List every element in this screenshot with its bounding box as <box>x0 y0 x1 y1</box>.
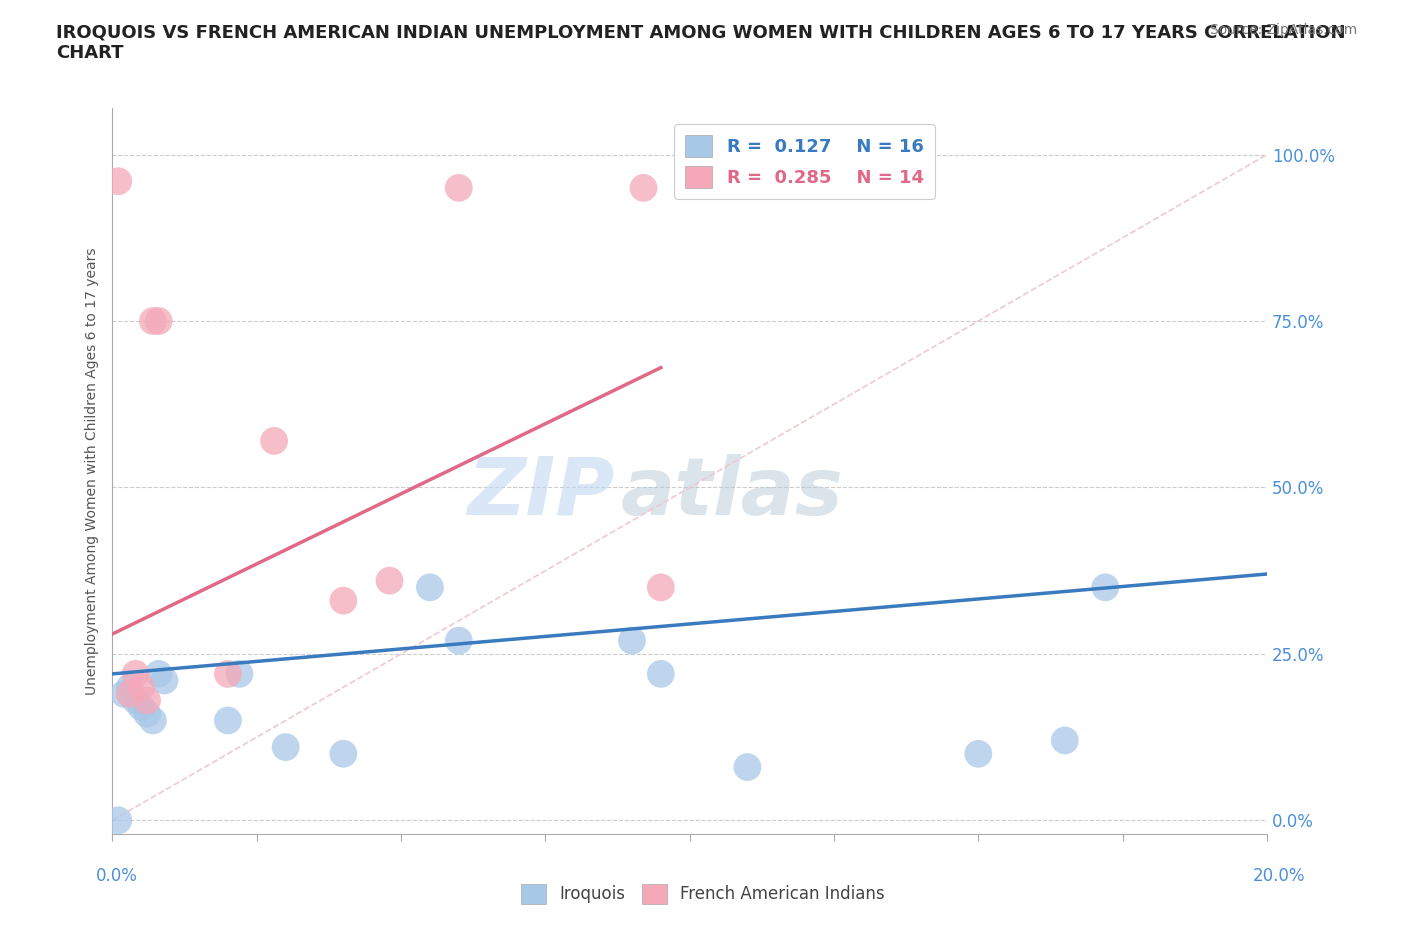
Point <box>118 686 141 701</box>
Point <box>1094 580 1116 595</box>
Point <box>112 686 135 701</box>
Text: ZIP: ZIP <box>467 454 614 532</box>
Point <box>118 680 141 695</box>
Point <box>217 713 239 728</box>
Point <box>228 667 250 682</box>
Point <box>107 813 129 828</box>
Point <box>124 693 146 708</box>
Text: atlas: atlas <box>620 454 844 532</box>
Point <box>142 713 165 728</box>
Point <box>131 680 153 695</box>
Point <box>650 580 672 595</box>
Point <box>148 667 170 682</box>
Y-axis label: Unemployment Among Women with Children Ages 6 to 17 years: Unemployment Among Women with Children A… <box>86 247 100 695</box>
Text: Source: ZipAtlas.com: Source: ZipAtlas.com <box>1209 23 1357 37</box>
Text: 20.0%: 20.0% <box>1253 867 1305 885</box>
Point <box>447 180 470 195</box>
Point <box>378 573 401 588</box>
Point <box>620 633 643 648</box>
Text: 0.0%: 0.0% <box>96 867 138 885</box>
Point <box>274 739 297 754</box>
Legend: R =  0.127    N = 16, R =  0.285    N = 14: R = 0.127 N = 16, R = 0.285 N = 14 <box>675 125 935 199</box>
Point <box>332 747 354 762</box>
Point <box>332 593 354 608</box>
Point <box>1053 733 1076 748</box>
Point <box>217 667 239 682</box>
Point <box>131 699 153 714</box>
Point <box>142 313 165 328</box>
Point <box>447 633 470 648</box>
Point <box>136 707 159 722</box>
Point <box>737 760 759 775</box>
Point <box>967 747 990 762</box>
Point <box>419 580 441 595</box>
Point <box>124 667 146 682</box>
Point <box>107 174 129 189</box>
Point <box>136 693 159 708</box>
Text: IROQUOIS VS FRENCH AMERICAN INDIAN UNEMPLOYMENT AMONG WOMEN WITH CHILDREN AGES 6: IROQUOIS VS FRENCH AMERICAN INDIAN UNEMP… <box>56 23 1346 62</box>
Point <box>650 667 672 682</box>
Point <box>633 180 655 195</box>
Point <box>263 433 285 448</box>
Legend: Iroquois, French American Indians: Iroquois, French American Indians <box>515 877 891 910</box>
Point <box>153 673 176 688</box>
Point <box>148 313 170 328</box>
